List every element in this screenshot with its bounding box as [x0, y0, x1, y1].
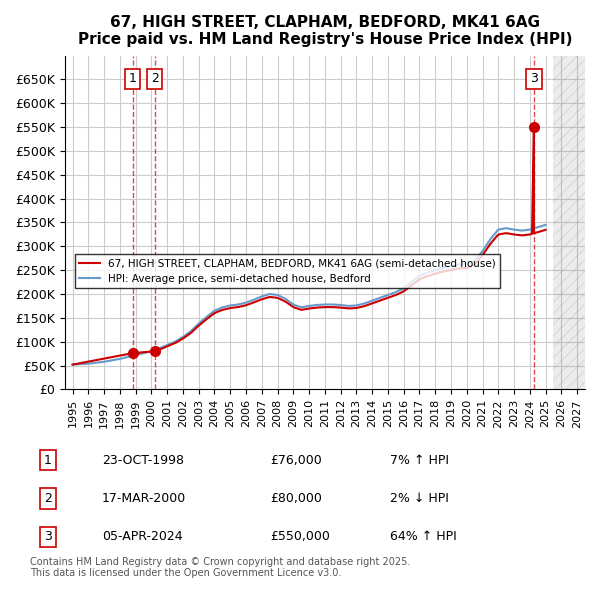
Text: £80,000: £80,000: [270, 492, 322, 505]
Text: 2: 2: [44, 492, 52, 505]
Text: 17-MAR-2000: 17-MAR-2000: [102, 492, 186, 505]
Text: 05-APR-2024: 05-APR-2024: [102, 530, 182, 543]
Legend: 67, HIGH STREET, CLAPHAM, BEDFORD, MK41 6AG (semi-detached house), HPI: Average : 67, HIGH STREET, CLAPHAM, BEDFORD, MK41 …: [75, 254, 500, 288]
Text: 3: 3: [530, 73, 538, 86]
Text: 2: 2: [151, 73, 158, 86]
Text: 1: 1: [129, 73, 137, 86]
Text: 64% ↑ HPI: 64% ↑ HPI: [390, 530, 457, 543]
Bar: [553, 55, 585, 389]
Title: 67, HIGH STREET, CLAPHAM, BEDFORD, MK41 6AG
Price paid vs. HM Land Registry's Ho: 67, HIGH STREET, CLAPHAM, BEDFORD, MK41 …: [77, 15, 572, 47]
Text: £76,000: £76,000: [270, 454, 322, 467]
Text: 3: 3: [44, 530, 52, 543]
Text: 7% ↑ HPI: 7% ↑ HPI: [390, 454, 449, 467]
Text: 1: 1: [44, 454, 52, 467]
Text: Contains HM Land Registry data © Crown copyright and database right 2025.
This d: Contains HM Land Registry data © Crown c…: [30, 556, 410, 578]
Text: £550,000: £550,000: [270, 530, 330, 543]
Text: 23-OCT-1998: 23-OCT-1998: [102, 454, 184, 467]
Text: 2% ↓ HPI: 2% ↓ HPI: [390, 492, 449, 505]
